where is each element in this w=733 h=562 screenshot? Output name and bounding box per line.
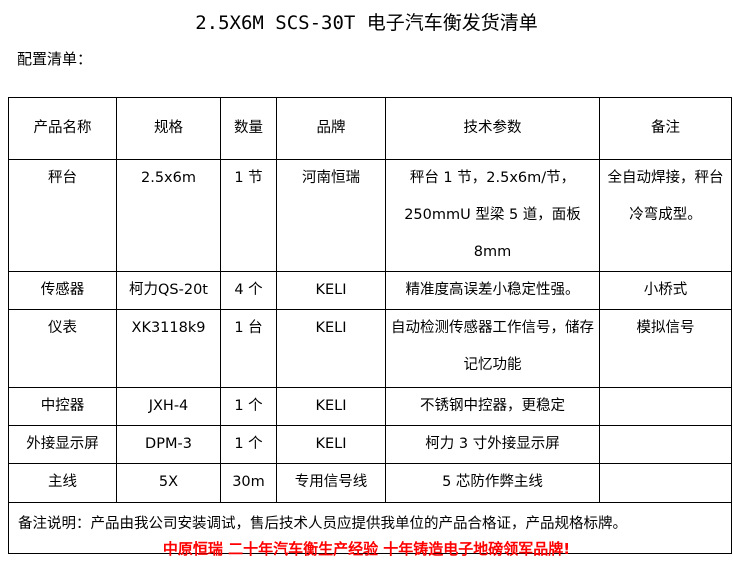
table-row: 传感器 柯力QS-20t 4 个 KELI 精准度高误差小稳定性强。 小桥式 [8, 271, 732, 310]
table-cell: 秤台 1 节，2.5x6m/节，250mmU 型梁 5 道，面板 8mm [385, 159, 600, 272]
header-cell: 技术参数 [385, 97, 600, 160]
table-cell: 外接显示屏 [8, 425, 117, 464]
subtitle: 配置清单： [17, 50, 93, 68]
header-cell: 产品名称 [8, 97, 117, 160]
table-row: 主线 5X 30m 专用信号线 5 芯防作弊主线 [8, 463, 732, 503]
page-title: 2.5X6M SCS-30T 电子汽车衡发货清单 [195, 12, 538, 34]
table-cell: 中控器 [8, 387, 117, 426]
table-cell: 5 芯防作弊主线 [385, 463, 600, 503]
header-cell: 备注 [599, 97, 732, 160]
table-cell: 5X [116, 463, 221, 503]
table-cell: 2.5x6m [116, 159, 221, 272]
table-cell: 模拟信号 [599, 309, 732, 388]
table-cell: 30m [220, 463, 277, 503]
table-cell: KELI [276, 387, 386, 426]
table-cell: 秤台 [8, 159, 117, 272]
table-cell: KELI [276, 271, 386, 310]
header-cell: 数量 [220, 97, 277, 160]
table-row: 中控器 JXH-4 1 个 KELI 不锈钢中控器，更稳定 [8, 387, 732, 426]
header-cell: 规格 [116, 97, 221, 160]
table-cell: JXH-4 [116, 387, 221, 426]
table-cell: 1 节 [220, 159, 277, 272]
table-cell: 不锈钢中控器，更稳定 [385, 387, 600, 426]
table-cell: 小桥式 [599, 271, 732, 310]
table-cell [599, 387, 732, 426]
table-cell: 传感器 [8, 271, 117, 310]
table-row: 外接显示屏 DPM-3 1 个 KELI 柯力 3 寸外接显示屏 [8, 425, 732, 464]
table-cell [599, 425, 732, 464]
table-cell: 1 个 [220, 387, 277, 426]
table-cell: 仪表 [8, 309, 117, 388]
table-cell: KELI [276, 425, 386, 464]
table-cell: 柯力 3 寸外接显示屏 [385, 425, 600, 464]
table-cell: 全自动焊接，秤台冷弯成型。 [599, 159, 732, 272]
table-cell: 精准度高误差小稳定性强。 [385, 271, 600, 310]
shipping-list-table: 产品名称 规格 数量 品牌 技术参数 备注 秤台 2.5x6m 1 节河南恒瑞 秤台 … [8, 97, 732, 554]
table-cell: DPM-3 [116, 425, 221, 464]
table-cell: 1 台 [220, 309, 277, 388]
table-header-row: 产品名称 规格 数量 品牌 技术参数 备注 [8, 97, 732, 160]
table-cell: 专用信号线 [276, 463, 386, 503]
table-cell: 4 个 [220, 271, 277, 310]
table-cell: 1 个 [220, 425, 277, 464]
header-cell: 品牌 [276, 97, 386, 160]
table-cell: 自动检测传感器工作信号，储存记忆功能 [385, 309, 600, 388]
table-cell: 河南恒瑞 [276, 159, 386, 272]
table-cell: KELI [276, 309, 386, 388]
table-cell: XK3118k9 [116, 309, 221, 388]
table-row: 仪表 XK3118k9 1 台 KELI 自动检测传感器工作信号，储存记忆功能 模拟信号 [8, 309, 732, 388]
table-cell: 柯力QS-20t [116, 271, 221, 310]
note-row: 备注说明：产品由我公司安装调试，售后技术人员应提供我单位的产品合格证，产品规格标… [8, 502, 732, 554]
footer-slogan: 中原恒瑞 二十年汽车衡生产经验 十年铸造电子地磅领军品牌! [162, 540, 571, 558]
table-cell [599, 463, 732, 503]
note-text: 备注说明：产品由我公司安装调试，售后技术人员应提供我单位的产品合格证，产品规格标… [8, 502, 732, 554]
table-row: 秤台 2.5x6m 1 节河南恒瑞 秤台 1 节，2.5x6m/节，250mmU 型梁… [8, 159, 732, 272]
table-cell: 主线 [8, 463, 117, 503]
